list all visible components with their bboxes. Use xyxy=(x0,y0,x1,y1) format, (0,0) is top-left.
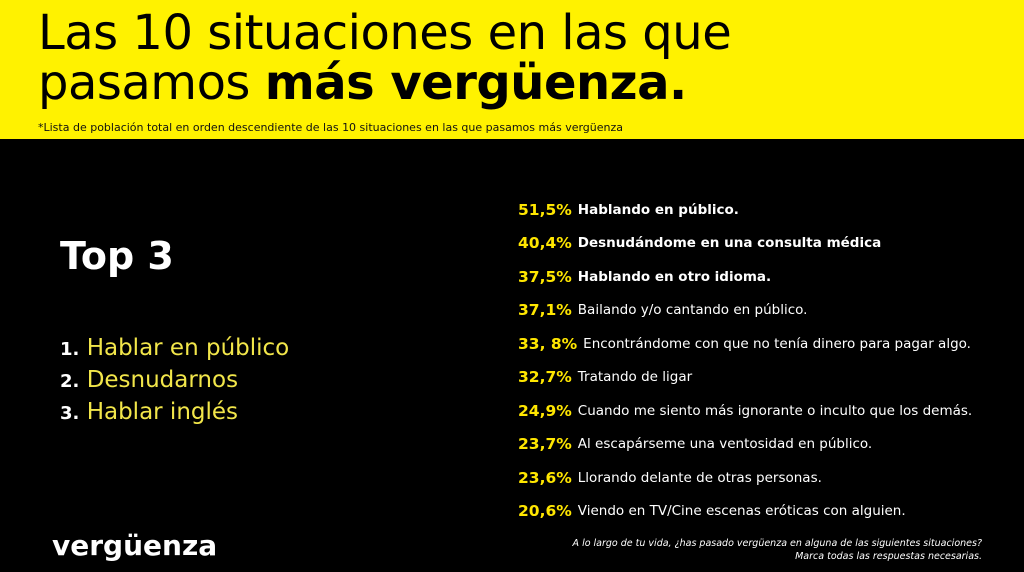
ranking-row: 37,5% Hablando en otro idioma. xyxy=(518,260,972,294)
ranking-row: 32,7% Tratando de ligar xyxy=(518,361,972,395)
ranking-label: Tratando de ligar xyxy=(577,369,693,386)
ranking-label: Hablando en público. xyxy=(577,201,739,218)
ranking-label: Viendo en TV/Cine escenas eróticas con a… xyxy=(577,503,906,520)
ranking-label: Bailando y/o cantando en público. xyxy=(577,302,808,319)
ranking-percent: 24,9% xyxy=(518,401,572,420)
top3-item: 2. Desnudarnos xyxy=(60,365,289,397)
ranking-label: Cuando me siento más ignorante o inculto… xyxy=(577,402,973,419)
top3-item-number: 3. xyxy=(60,403,80,424)
top3-list: 1. Hablar en público 2. Desnudarnos 3. H… xyxy=(60,333,289,429)
ranking-row: 24,9% Cuando me siento más ignorante o in… xyxy=(518,394,972,428)
ranking-percent: 33, 8% xyxy=(518,334,578,353)
ranking-row: 20,6% Viendo en TV/Cine escenas eróticas … xyxy=(518,495,972,529)
ranking-row: 40,4% Desnudándome en una consulta médica xyxy=(518,227,972,261)
title-line-2-bold: más vergüenza. xyxy=(264,55,688,111)
ranking-percent: 32,7% xyxy=(518,368,572,387)
ranking-row: 37,1% Bailando y/o cantando en público. xyxy=(518,294,972,328)
top3-item-text: Hablar en público xyxy=(86,335,290,361)
ranking-row: 51,5% Hablando en público. xyxy=(518,193,972,227)
ranking-percent: 20,6% xyxy=(518,502,572,521)
page-title: Las 10 situaciones en las que pasamos má… xyxy=(38,5,732,108)
top3-item-text: Desnudarnos xyxy=(86,367,239,393)
top3-item-number: 2. xyxy=(60,371,80,392)
survey-question-line-2: Marca todas las respuestas necesarias. xyxy=(795,551,982,562)
ranking-percent: 40,4% xyxy=(518,234,572,253)
top3-item: 1. Hablar en público xyxy=(60,333,289,365)
ranking-label: Al escapárseme una ventosidad en público… xyxy=(577,436,873,453)
ranking-row: 23,7% Al escapárseme una ventosidad en pú… xyxy=(518,428,972,462)
ranking-percent: 23,6% xyxy=(518,468,572,487)
ranking-percent: 51,5% xyxy=(518,200,572,219)
survey-question-line-1: A lo largo de tu vida, ¿has pasado vergü… xyxy=(572,538,982,549)
top3-item: 3. Hablar inglés xyxy=(60,397,289,429)
ranking-percent: 23,7% xyxy=(518,435,572,454)
top3-item-text: Hablar inglés xyxy=(86,399,239,425)
title-line-2-regular: pasamos xyxy=(38,55,265,111)
footnote: *Lista de población total en orden desce… xyxy=(38,121,624,134)
ranking-label: Encontrándome con que no tenía dinero pa… xyxy=(583,335,971,352)
ranking-row: 23,6% Llorando delante de otras personas. xyxy=(518,461,972,495)
title-line-2: pasamos más vergüenza. xyxy=(38,58,731,108)
top3-item-number: 1. xyxy=(60,339,80,360)
brand-logo: vergüenza xyxy=(52,529,218,562)
header-banner: Las 10 situaciones en las que pasamos má… xyxy=(0,0,1024,139)
ranking-label: Llorando delante de otras personas. xyxy=(577,469,822,486)
survey-question: A lo largo de tu vida, ¿has pasado vergü… xyxy=(573,537,982,563)
top3-heading: Top 3 xyxy=(60,234,174,278)
ranking-percent: 37,1% xyxy=(518,301,572,320)
title-line-1: Las 10 situaciones en las que xyxy=(38,5,732,61)
ranking-percent: 37,5% xyxy=(518,267,572,286)
ranking-row: 33, 8% Encontrándome con que no tenía din… xyxy=(518,327,972,361)
ranking-label: Hablando en otro idioma. xyxy=(577,268,772,285)
ranking-list: 51,5% Hablando en público. 40,4% Desnudándo… xyxy=(518,193,972,528)
ranking-label: Desnudándome en una consulta médica xyxy=(577,235,882,252)
